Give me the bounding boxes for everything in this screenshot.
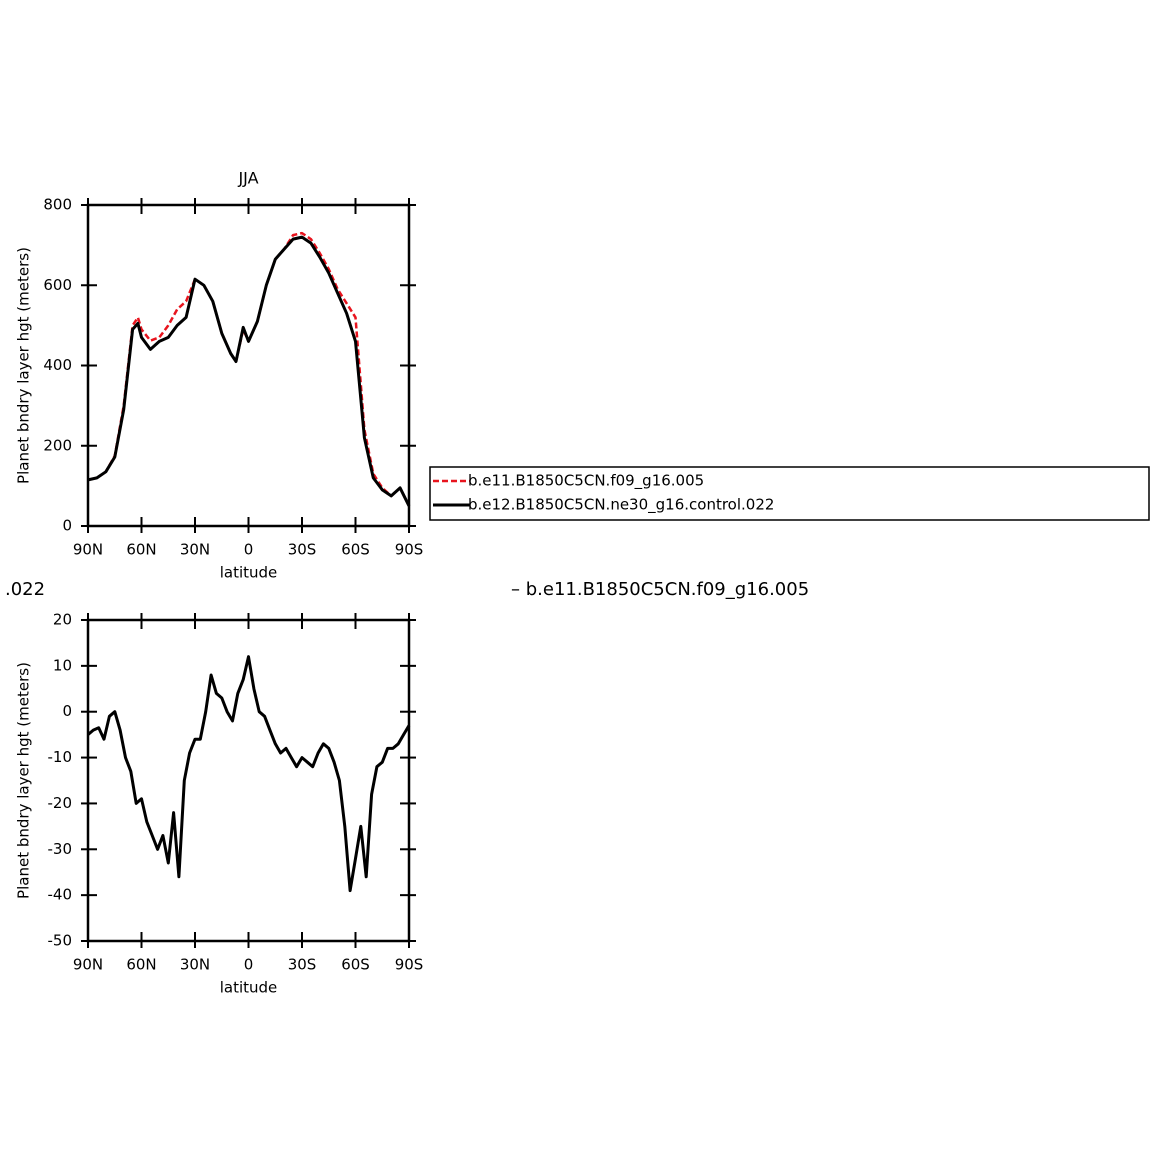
x-tick-label: 30S <box>288 956 317 974</box>
x-axis-label: latitude <box>220 979 278 997</box>
data-line <box>87 655 411 893</box>
y-tick-label: 0 <box>62 517 72 535</box>
y-tick-label: -30 <box>48 840 73 858</box>
x-tick-label: 90N <box>73 956 103 974</box>
x-tick-label: 30N <box>180 541 210 559</box>
y-tick-label: -50 <box>48 932 73 950</box>
x-tick-label: 60N <box>126 541 156 559</box>
x-tick-label: 30S <box>288 541 317 559</box>
x-tick-label: 90S <box>395 541 424 559</box>
plot-frame <box>86 618 411 943</box>
y-tick-label: 200 <box>43 436 72 454</box>
x-tick-label: 60S <box>341 541 370 559</box>
legend-label: b.e12.B1850C5CN.ne30_g16.control.022 <box>468 496 774 515</box>
x-tick-label: 60S <box>341 956 370 974</box>
x-tick-label: 90S <box>395 956 424 974</box>
legend-label: b.e11.B1850C5CN.f09_g16.005 <box>468 472 704 491</box>
y-axis-label: Planet bndry layer hgt (meters) <box>15 247 33 484</box>
legend-box <box>429 466 1150 521</box>
y-tick-label: 800 <box>43 196 72 214</box>
plot-frame <box>86 203 411 528</box>
y-tick-label: 10 <box>53 656 72 674</box>
data-line <box>87 235 411 507</box>
y-tick-label: 20 <box>53 611 72 629</box>
y-tick-label: 0 <box>62 702 72 720</box>
y-axis-label: Planet bndry layer hgt (meters) <box>15 662 33 899</box>
y-tick-label: 400 <box>43 356 72 374</box>
x-tick-label: 0 <box>244 956 254 974</box>
y-tick-label: 600 <box>43 276 72 294</box>
x-tick-label: 90N <box>73 541 103 559</box>
chart-title: JJA <box>237 169 258 188</box>
x-axis-label: latitude <box>220 564 278 582</box>
x-tick-label: 0 <box>244 541 254 559</box>
x-tick-label: 30N <box>180 956 210 974</box>
data-line <box>87 231 411 507</box>
annotation: – b.e11.B1850C5CN.f09_g16.005 <box>511 579 809 600</box>
y-tick-label: -20 <box>48 794 73 812</box>
x-tick-label: 60N <box>126 956 156 974</box>
y-tick-label: -10 <box>48 748 73 766</box>
annotation: .022 <box>5 579 45 600</box>
y-tick-label: -40 <box>48 886 73 904</box>
